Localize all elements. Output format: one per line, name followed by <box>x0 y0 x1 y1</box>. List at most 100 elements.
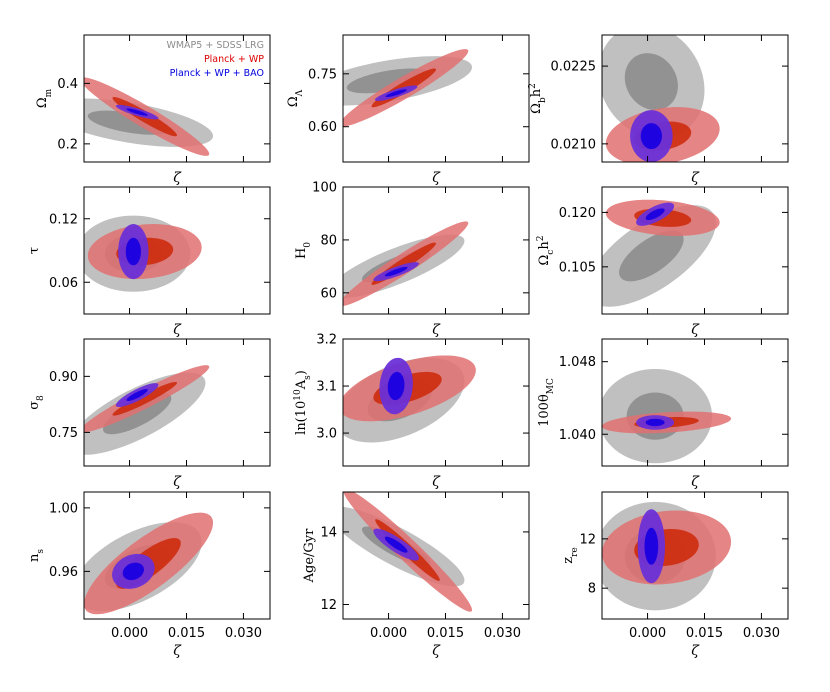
y-axis-label: Ωbh2 <box>528 83 548 114</box>
panel-frame <box>601 491 789 620</box>
y-axis-label: ΩΛ <box>286 89 305 107</box>
y-axis-label: τ <box>27 247 42 254</box>
x-tick-label: 0.030 <box>484 626 521 641</box>
contours-ln-as <box>343 355 476 443</box>
y-axis-label: ns <box>27 549 46 562</box>
x-tick-label: 0.000 <box>111 626 148 641</box>
panel-frame <box>83 491 271 620</box>
y-tick-label: 1.048 <box>559 355 596 370</box>
x-tick-label: 0.015 <box>686 626 723 641</box>
y-tick-label: 0.60 <box>308 120 337 135</box>
ln-as-bao-68-contour <box>387 371 405 401</box>
contours-sigma-8 <box>84 365 210 455</box>
legend-entry: Planck + WP + BAO <box>170 68 264 79</box>
panel-frame <box>83 34 271 163</box>
x-axis-label: ζ <box>173 170 182 186</box>
y-tick-label: 3.2 <box>316 333 337 348</box>
y-tick-label: 0.4 <box>57 77 78 92</box>
x-axis-label: ζ <box>432 322 441 338</box>
age-bao-68-contour <box>384 536 408 553</box>
x-tick-label: 0.000 <box>629 626 666 641</box>
x-tick-label: 0.030 <box>743 626 780 641</box>
x-axis-label: ζ <box>691 322 700 338</box>
y-tick-label: 12 <box>579 532 596 547</box>
contours-omega-b-h2 <box>602 35 720 162</box>
panel-frame <box>342 491 530 620</box>
contours-omega-lambda <box>343 49 473 127</box>
x-axis-label: ζ <box>691 643 700 659</box>
y-tick-label: 0.0210 <box>551 137 597 152</box>
contours-n-s <box>84 512 214 615</box>
y-tick-label: 0.90 <box>49 370 78 385</box>
contours-z-re <box>602 501 732 611</box>
x-tick-label: 0.030 <box>225 626 262 641</box>
y-tick-label: 0.75 <box>49 426 78 441</box>
z-re-bao-68-contour <box>644 527 659 565</box>
y-tick-label: 0.06 <box>49 276 78 291</box>
sigma-8-planck-68-contour <box>112 381 177 416</box>
legend-entry: Planck + WP <box>204 54 264 65</box>
panel-frame <box>342 186 530 315</box>
y-tick-label: 0.2 <box>57 137 78 152</box>
panel-omega-m: ζ 0.2 0.4Ωm WMAP5 + SDSS LRG Planck + WP Plan… <box>35 34 271 186</box>
y-tick-label: 0.0225 <box>551 60 597 75</box>
contours-omega-m <box>84 77 214 156</box>
y-tick-label: 100 <box>312 181 337 196</box>
x-axis-label: ζ <box>173 643 182 659</box>
omega-c-h2-bao-68-contour <box>645 208 665 221</box>
panel-frame <box>342 338 530 467</box>
x-tick-label: 0.015 <box>427 626 464 641</box>
x-axis-label: ζ <box>691 170 700 186</box>
omega-b-h2-wmap-68-contour <box>624 53 678 111</box>
y-tick-label: 0.105 <box>559 260 596 275</box>
y-axis-label: ln(1010As) <box>293 370 313 435</box>
panel-n-s: 0.000 0.015 0.030 ζ 0.96 1.00 ns <box>27 491 271 659</box>
y-axis-label: Ωm <box>35 88 54 108</box>
tau-bao-68-contour <box>125 237 141 266</box>
y-tick-label: 1.040 <box>559 428 596 443</box>
y-axis-label: Age/Gyr <box>302 528 317 584</box>
legend: WMAP5 + SDSS LRG Planck + WP Planck + WP +… <box>166 40 264 79</box>
y-tick-label: 0.120 <box>559 206 596 221</box>
panel-frame <box>83 186 271 315</box>
y-tick-label: 3.0 <box>316 427 337 442</box>
contours-tau <box>84 215 202 292</box>
contours-age <box>343 492 473 612</box>
omega-lambda-bao-68-contour <box>385 89 407 98</box>
contours-h0 <box>343 221 469 306</box>
y-tick-label: 1.00 <box>49 501 78 516</box>
panel-frame <box>83 338 271 467</box>
contours-theta-mc <box>602 368 732 464</box>
y-axis-label: Ωch2 <box>536 236 556 266</box>
x-tick-label: 0.015 <box>168 626 205 641</box>
omega-m-bao-68-contour <box>126 108 148 116</box>
panel-h0: ζ 60 80 100 H0 <box>294 181 530 338</box>
panel-tau: ζ 0.06 0.12 τ <box>27 186 271 338</box>
x-tick-label: 0.000 <box>370 626 407 641</box>
h0-bao-68-contour <box>384 266 408 277</box>
y-tick-label: 80 <box>320 233 337 248</box>
x-axis-label: ζ <box>432 474 441 490</box>
y-tick-label: 12 <box>320 598 337 613</box>
omega-c-h2-wmap-68-contour <box>619 230 684 282</box>
n-s-bao-68-contour <box>122 562 144 581</box>
x-axis-label: ζ <box>432 643 441 659</box>
y-tick-label: 14 <box>320 525 337 540</box>
y-axis-label: 100θMC <box>537 378 556 427</box>
panel-frame <box>601 34 789 163</box>
y-tick-label: 0.12 <box>49 212 78 227</box>
panel-frame <box>601 186 789 315</box>
contours-omega-c-h2 <box>602 199 720 307</box>
y-axis-label: zre <box>561 547 580 564</box>
legend-entry: WMAP5 + SDSS LRG <box>166 40 264 51</box>
panel-ln-as: ζ 3.0 3.1 3.2 ln(1010As) <box>293 333 530 490</box>
panel-frame <box>601 338 789 467</box>
y-tick-label: 3.1 <box>316 380 337 395</box>
